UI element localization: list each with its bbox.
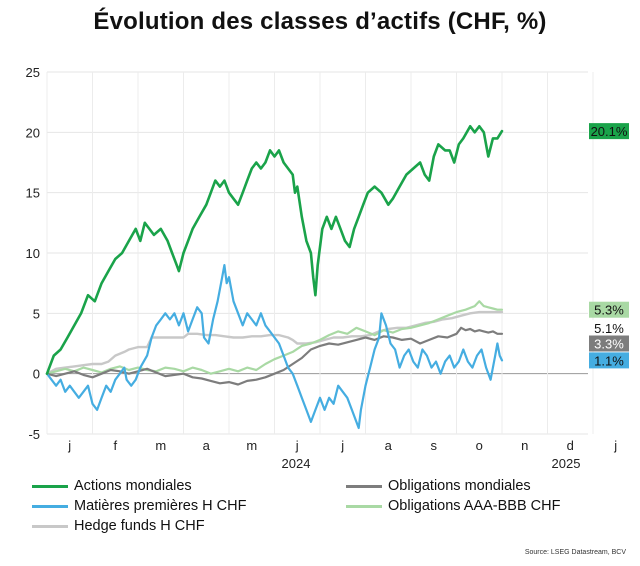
y-tick-label: 20 (26, 125, 40, 140)
y-tick-label: 10 (26, 246, 40, 261)
end-label-text: 1.1% (594, 353, 624, 368)
legend-label-obligations-mondiales: Obligations mondiales (388, 478, 531, 494)
series-line-hedge-funds-h-chf (45, 310, 504, 375)
x-tick-label: j (295, 438, 299, 453)
end-label-box (589, 123, 629, 140)
source-note: Source: LSEG Datastream, BCV (524, 549, 626, 556)
legend-item-obligations-mondiales: Obligations mondiales (346, 478, 531, 494)
end-label-box (589, 335, 629, 352)
y-tick-label: 0 (33, 367, 40, 382)
end-label-3: 3.3% (589, 335, 629, 352)
end-label-1: 5.3% (589, 301, 629, 318)
y-tick-label: 15 (26, 186, 40, 201)
end-label-4: 1.1% (589, 352, 629, 369)
end-label-0: 20.1% (589, 123, 629, 140)
x-tick-label: n (521, 438, 528, 453)
y-tick-label: -5 (28, 427, 40, 442)
legend-swatch-matieres-premieres (32, 504, 68, 508)
series-line-mati-res-premi-res-h-chf (45, 264, 504, 430)
y-tick-label: 5 (33, 306, 40, 321)
x-tick-label: j (613, 438, 617, 453)
legend-item-hedge-funds: Hedge funds H CHF (32, 518, 205, 534)
x-tick-label: o (476, 438, 483, 453)
x-tick-label: s (431, 438, 438, 453)
legend-label-actions-mondiales: Actions mondiales (74, 478, 192, 494)
legend-swatch-obligations-aaa-bbb (346, 504, 382, 508)
end-label-box (589, 301, 629, 318)
end-label-text: 20.1% (591, 124, 628, 139)
legend-item-obligations-aaa-bbb: Obligations AAA-BBB CHF (346, 498, 560, 514)
legend-swatch-hedge-funds (32, 524, 68, 528)
legend-item-actions-mondiales: Actions mondiales (32, 478, 192, 494)
x-tick-label: d (567, 438, 574, 453)
x-tick-label: m (246, 438, 257, 453)
x-tick-label: a (385, 438, 393, 453)
end-label-box (589, 352, 629, 369)
end-label-text: 5.3% (594, 303, 624, 318)
series-line-actions-mondiales (45, 125, 504, 375)
legend: Actions mondiales Obligations mondiales … (32, 478, 612, 538)
legend-label-obligations-aaa-bbb: Obligations AAA-BBB CHF (388, 498, 561, 514)
end-label-2: 5.1% (589, 319, 629, 336)
x-tick-label: j (67, 438, 71, 453)
legend-swatch-actions-mondiales (32, 484, 68, 488)
end-label-text: 5.1% (594, 321, 624, 336)
legend-item-matieres-premieres: Matières premières H CHF (32, 498, 246, 514)
legend-swatch-obligations-mondiales (346, 484, 382, 488)
series-line-obligations-aaa-bbb-chf (45, 300, 504, 375)
legend-label-hedge-funds: Hedge funds H CHF (74, 518, 205, 534)
x-tick-label: a (203, 438, 211, 453)
x-tick-label: j (340, 438, 344, 453)
end-label-box (589, 319, 629, 336)
x-tick-label: f (113, 438, 117, 453)
chart-title: Évolution des classes d’actifs (CHF, %) (93, 8, 547, 35)
end-label-text: 3.3% (594, 337, 624, 352)
x-year-label: 2025 (552, 456, 581, 471)
y-tick-label: 25 (26, 65, 40, 80)
x-tick-label: m (155, 438, 166, 453)
series-line-obligations-mondiales (45, 326, 504, 386)
legend-label-matieres-premieres: Matières premières H CHF (74, 498, 247, 514)
x-year-label: 2024 (282, 456, 311, 471)
